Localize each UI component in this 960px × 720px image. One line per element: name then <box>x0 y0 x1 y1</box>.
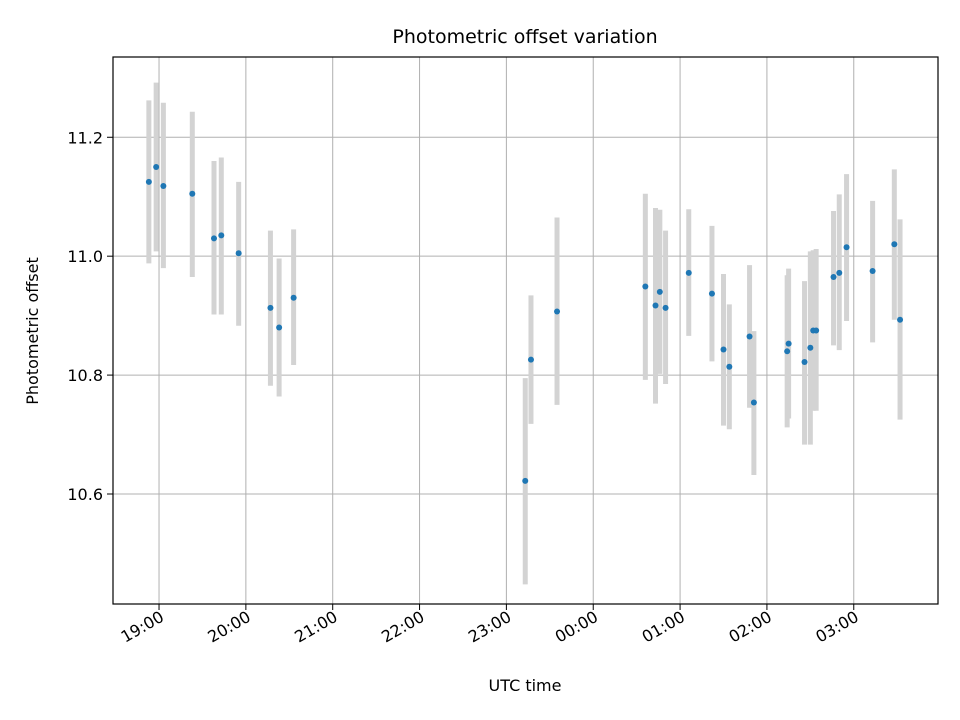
data-point <box>652 302 659 309</box>
y-axis-ticks: 10.6 10.8 11.0 11.2 <box>67 128 113 504</box>
data-point <box>830 273 837 280</box>
y-tick-label: 11.2 <box>67 128 103 147</box>
data-point <box>813 327 820 334</box>
data-point <box>784 348 791 355</box>
data-point <box>746 333 753 340</box>
y-tick-label: 10.6 <box>67 485 103 504</box>
data-point <box>235 250 242 257</box>
data-point <box>662 304 669 311</box>
data-point <box>189 190 196 197</box>
data-point <box>276 324 283 331</box>
plot-frame <box>112 56 939 605</box>
data-point <box>522 477 529 484</box>
data-point <box>801 359 808 366</box>
data-point <box>685 269 692 276</box>
y-tick-label: 11.0 <box>67 247 103 266</box>
data-point <box>726 363 733 370</box>
x-axis-label: UTC time <box>489 676 562 695</box>
data-point <box>843 244 850 251</box>
chart-title: Photometric offset variation <box>392 26 657 48</box>
data-point <box>836 269 843 276</box>
data-point <box>153 163 160 170</box>
data-point <box>267 304 274 311</box>
data-point <box>642 283 649 290</box>
data-point <box>554 308 561 315</box>
data-point <box>891 241 898 248</box>
data-point <box>218 232 225 239</box>
data-point <box>897 316 904 323</box>
data-point <box>290 294 297 301</box>
data-points <box>145 163 904 484</box>
data-point <box>210 235 217 242</box>
y-axis-label: Photometric offset <box>23 257 42 405</box>
data-point <box>807 344 814 351</box>
data-point <box>720 346 727 353</box>
data-point <box>750 399 757 406</box>
data-point <box>527 356 534 363</box>
y-tick-label: 10.8 <box>67 366 103 385</box>
data-point <box>656 288 663 295</box>
data-point <box>785 340 792 347</box>
data-point <box>160 183 167 190</box>
data-point <box>145 178 152 185</box>
data-point <box>708 290 715 297</box>
data-point <box>869 268 876 275</box>
